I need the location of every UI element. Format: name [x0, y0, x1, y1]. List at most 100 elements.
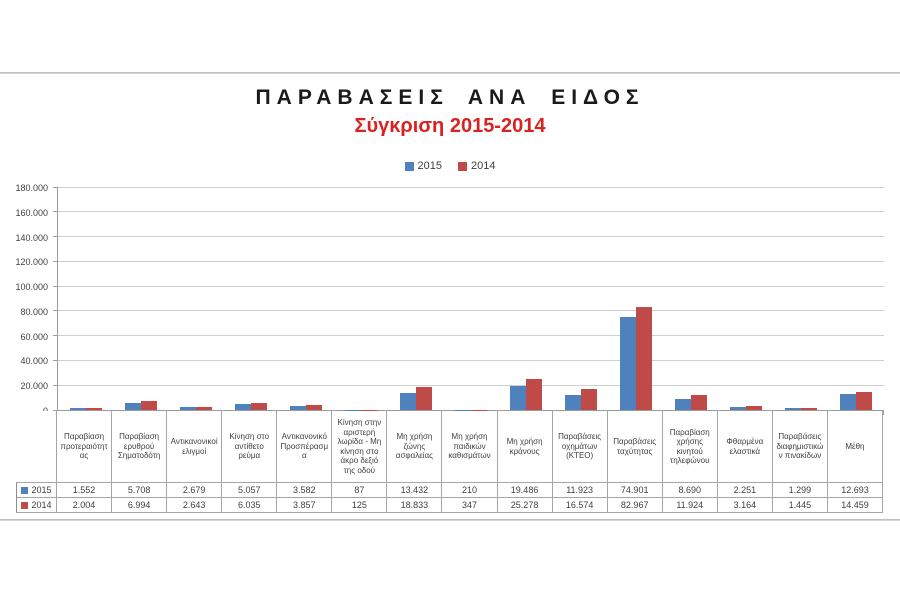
bar-2014: [140, 401, 157, 410]
table-category-header: Μη χρήση ζώνης ασφαλείας: [387, 411, 443, 483]
y-axis-tick: [53, 285, 58, 287]
legend-swatch-2014: [458, 161, 467, 171]
bar-2014: [856, 392, 873, 410]
bar-2015: [620, 317, 637, 410]
y-axis-tick: [53, 384, 58, 386]
table-category-header: Παραβάσεις διαφημιστικών πινακίδων: [772, 411, 828, 483]
table-value-cell: 5.708: [112, 483, 168, 498]
category-slot: [388, 187, 443, 410]
y-axis-tick: [53, 211, 58, 213]
category-slot: [443, 187, 498, 410]
bottom-divider: [0, 519, 900, 521]
row-label: 2014: [31, 500, 52, 510]
y-axis-label: 40.000: [20, 356, 48, 367]
table-category-header: Παραβίαση προτεραιότητας: [57, 411, 113, 483]
table-category-header: Κίνηση στην αριστερή λωρίδα - Μη κίνηση …: [332, 411, 388, 483]
category-slot: [113, 187, 168, 410]
table-value-cell: 2.004: [57, 498, 113, 513]
bars-container: [58, 187, 884, 410]
bar-2015: [730, 407, 747, 410]
table-category-header: Κίνηση στο αντίθετο ρεύμα: [222, 411, 278, 483]
table-value-cell: 347: [442, 498, 498, 513]
table-category-header: Μέθη: [827, 411, 883, 483]
y-axis-labels: 020.00040.00060.00080.000100.000120.0001…: [0, 183, 48, 416]
bar-2015: [179, 406, 196, 410]
y-axis-tick: [53, 260, 58, 262]
x-axis-tick: [883, 410, 884, 415]
table-value-cell: 19.486: [497, 483, 553, 498]
data-table: Παραβίαση προτεραιότητας Παραβίαση ερυθρο…: [16, 411, 883, 513]
category-slot: [719, 187, 774, 410]
table-value-cell: 3.857: [277, 498, 333, 513]
legend-swatch-2015: [404, 161, 414, 171]
bar-2015: [124, 402, 141, 410]
y-axis-label: 60.000: [20, 331, 48, 342]
category-slot: [609, 187, 664, 410]
gridline-120.000: [58, 260, 884, 262]
table-value-cell: 1.552: [57, 483, 113, 498]
table-value-cell: 1.299: [772, 483, 828, 498]
category-slot: [58, 187, 113, 410]
table-row-header-2015: 2015: [16, 483, 57, 498]
gridline-160.000: [58, 211, 884, 213]
table-value-cell: 2.251: [717, 483, 773, 498]
y-axis-tick: [53, 186, 58, 188]
category-slot: [333, 187, 388, 410]
table-value-cell: 13.432: [387, 483, 443, 498]
table-value-cell: 18.833: [387, 498, 443, 513]
bar-2015: [840, 394, 857, 410]
table-value-cell: 6.035: [222, 498, 278, 513]
y-axis-tick: [53, 359, 58, 361]
bar-2015: [289, 405, 306, 410]
bar-2014: [415, 386, 432, 410]
y-axis-label: 100.000: [15, 282, 48, 293]
plot-area: [53, 186, 884, 415]
y-axis-tick: [53, 409, 58, 411]
table-value-cell: 25.278: [497, 498, 553, 513]
bar-2014: [526, 378, 543, 410]
table-corner-cell: [16, 411, 57, 483]
legend-item-2014: 2014: [458, 160, 495, 172]
bar-2014: [305, 405, 322, 410]
table-value-cell: 125: [332, 498, 388, 513]
bar-2015: [785, 408, 802, 410]
table-value-cell: 6.994: [112, 498, 168, 513]
bar-2014: [85, 407, 102, 410]
top-divider: [0, 72, 900, 74]
bar-2015: [675, 399, 692, 410]
table-value-cell: 2.643: [167, 498, 223, 513]
legend-item-2015: 2015: [404, 160, 442, 172]
table-value-cell: 12.693: [827, 483, 883, 498]
table-category-header: Παραβίαση χρήσης κινητού τηλεφώνου: [662, 411, 718, 483]
category-slot: [223, 187, 278, 410]
table-value-cell: 3.582: [277, 483, 333, 498]
legend-label: 2014: [471, 160, 496, 172]
bar-2015: [234, 403, 251, 410]
gridline-60.000: [58, 335, 884, 337]
y-axis-tick: [53, 236, 58, 238]
table-category-header: Παραβάσεις ταχύτητας: [607, 411, 663, 483]
category-slot: [664, 187, 719, 410]
bar-2015: [565, 395, 582, 410]
bar-2014: [746, 406, 763, 410]
gridline-100.000: [58, 285, 884, 287]
table-category-header: Παραβάσεις οχημάτων (ΚΤΕΟ): [552, 411, 608, 483]
table-value-cell: 82.967: [607, 498, 663, 513]
table-value-cell: 14.459: [827, 498, 883, 513]
y-axis-label: 80.000: [20, 306, 48, 317]
row-label: 2015: [31, 485, 52, 495]
table-value-cell: 11.924: [662, 498, 718, 513]
table-value-cell: 8.690: [662, 483, 718, 498]
table-value-cell: 210: [442, 483, 498, 498]
bar-2014: [195, 406, 212, 410]
bar-2014: [581, 389, 598, 410]
bar-2014: [801, 408, 818, 410]
row-swatch-2014: [21, 501, 29, 509]
gridline-180.000: [58, 186, 884, 188]
category-slot: [829, 187, 884, 410]
bar-2014: [636, 307, 653, 410]
bar-2015: [510, 385, 527, 410]
y-axis-tick: [53, 310, 58, 312]
table-row-header-2014: 2014: [16, 498, 57, 513]
